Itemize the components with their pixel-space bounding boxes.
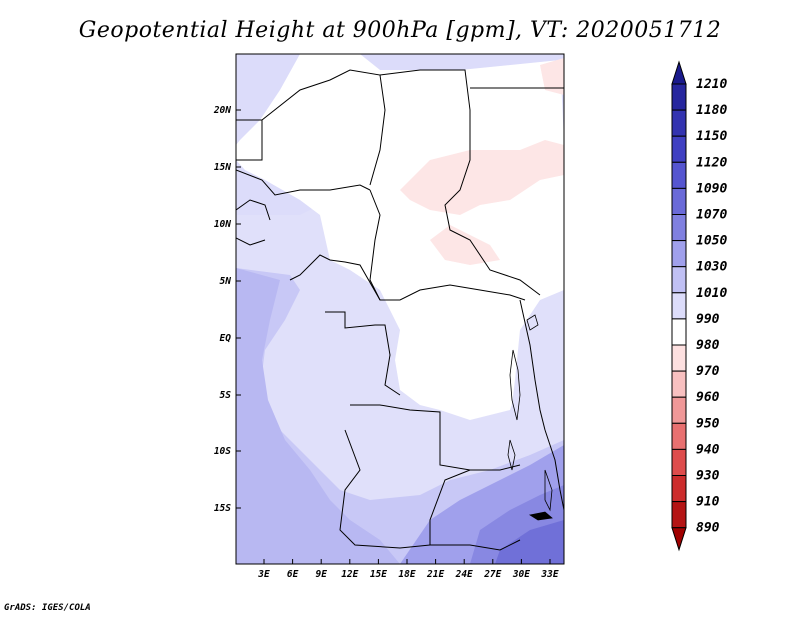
colorbar-label: 1120	[696, 155, 727, 170]
colorbar-segment	[671, 135, 687, 163]
plot-frame	[235, 53, 565, 565]
colorbar-label: 890	[696, 521, 720, 536]
colorbar-label: 1150	[696, 129, 727, 144]
lat-label: EQ	[220, 333, 232, 344]
colorbar-segment	[671, 370, 687, 398]
lat-label: 15S	[214, 503, 231, 514]
lat-label: 5N	[220, 276, 232, 287]
pink-patch-central	[430, 225, 500, 265]
colorbar-segment	[671, 109, 687, 137]
colorbar-segment	[671, 448, 687, 476]
field-east	[510, 320, 564, 450]
lat-label: 15N	[214, 162, 231, 173]
contour-field	[236, 54, 564, 564]
lat-label: 20N	[213, 105, 231, 116]
colorbar-label: 1070	[696, 208, 727, 223]
colorbar-label: 910	[696, 495, 720, 510]
lon-label: 6E	[287, 569, 299, 580]
colorbar-label: 980	[696, 338, 720, 353]
footer-credit: GrADS: IGES/COLA	[4, 603, 91, 613]
colorbar-bottom-arrow	[671, 527, 687, 552]
colorbar-label: 1090	[696, 181, 727, 196]
country-borders	[236, 69, 564, 551]
lon-label: 21E	[426, 569, 444, 580]
colorbar-segment	[671, 240, 687, 268]
colorbar-top-arrow	[671, 60, 687, 85]
colorbar-segment	[671, 83, 687, 111]
colorbar-label: 990	[696, 312, 720, 327]
pink-patch-northeast	[540, 58, 564, 95]
lat-label: 10N	[214, 219, 231, 230]
pink-patch-north	[400, 140, 564, 215]
colorbar-segment	[671, 422, 687, 450]
field-northwest	[236, 54, 300, 145]
colorbar-label: 1010	[696, 286, 727, 301]
lon-label: 15E	[370, 569, 387, 580]
colorbar-segment	[671, 396, 687, 424]
field-ocean-deep	[236, 268, 400, 564]
colorbar-segment	[671, 344, 687, 372]
colorbar-label: 930	[696, 469, 720, 484]
colorbar-segment	[671, 214, 687, 242]
latitude-axis: 20N 15N 10N 5N EQ 5S 10S 15S	[213, 105, 241, 514]
colorbar-segment	[671, 266, 687, 294]
colorbar-label: 1030	[696, 260, 727, 275]
colorbar-segment	[671, 187, 687, 215]
lon-label: 9E	[315, 569, 327, 580]
chart-title: Geopotential Height at 900hPa [gpm], VT:…	[78, 18, 722, 43]
lakes	[507, 314, 553, 521]
lat-label: 10S	[214, 446, 231, 457]
lat-label: 5S	[220, 390, 232, 401]
colorbar-label: 970	[696, 364, 720, 379]
lon-label: 30E	[512, 569, 530, 580]
colorbar-segment	[671, 161, 687, 189]
lon-label: 24E	[455, 569, 473, 580]
colorbar-segment	[671, 475, 687, 503]
colorbar-label: 950	[696, 416, 720, 431]
lon-label: 12E	[341, 569, 358, 580]
colorbar-segment	[671, 501, 687, 529]
lon-label: 27E	[483, 569, 501, 580]
colorbar-label: 1180	[696, 103, 727, 118]
colorbar-segment	[671, 318, 687, 346]
lon-label: 3E	[257, 569, 270, 580]
field-interior	[236, 54, 564, 420]
colorbar-label: 960	[696, 390, 720, 405]
lon-label: 33E	[540, 569, 558, 580]
longitude-axis: 3E 6E 9E 12E 15E 18E 21E 24E 27E 30E 33E	[257, 559, 559, 580]
lon-label: 18E	[398, 569, 415, 580]
colorbar-segment	[671, 292, 687, 320]
colorbar-label: 1050	[696, 234, 727, 249]
colorbar: 1210 1180 1150 1120 1090 1070 1050 1030 1010 990 9…	[671, 60, 727, 552]
colorbar-label: 1210	[696, 77, 727, 92]
field-southeast-3	[495, 520, 564, 564]
colorbar-label: 940	[696, 442, 720, 457]
